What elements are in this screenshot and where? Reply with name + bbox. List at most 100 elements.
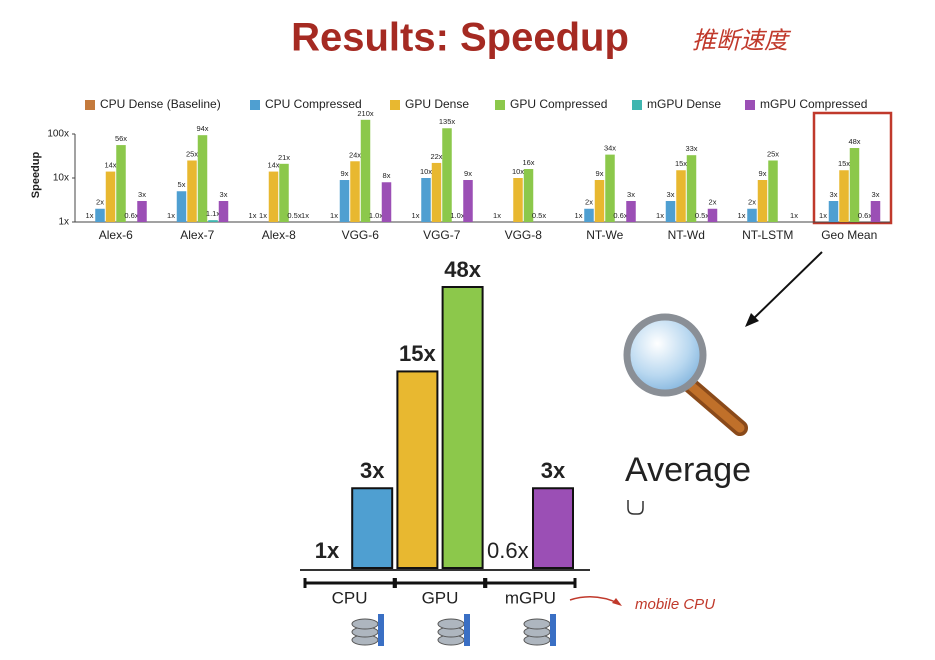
value-label: 0.5x — [695, 211, 709, 220]
zoom-label: Average — [625, 451, 751, 489]
bar — [279, 163, 289, 222]
bar — [849, 148, 860, 222]
value-label: 33x — [685, 144, 697, 153]
db-disk — [523, 618, 551, 630]
bar — [268, 171, 279, 222]
value-label: 1x — [412, 211, 420, 220]
bar — [839, 170, 849, 222]
value-label: 14x — [267, 161, 279, 170]
value-label: 3x — [138, 190, 146, 199]
x-tick-label: NT-LSTM — [742, 228, 793, 242]
highlight-box — [812, 111, 893, 225]
arrow-head — [745, 313, 759, 327]
value-label: 210x — [357, 109, 374, 118]
group-label: CPU — [332, 588, 368, 607]
legend-swatch — [390, 100, 400, 110]
x-tick-label: Alex-8 — [262, 228, 296, 242]
bar — [441, 286, 484, 569]
bar — [532, 487, 574, 569]
value-label: 9x — [464, 169, 472, 178]
bar — [747, 208, 757, 222]
db-disk — [437, 618, 465, 630]
legend-swatch — [745, 100, 755, 110]
value-label: 1x — [330, 211, 338, 220]
bar — [381, 182, 392, 222]
value-label: 21x — [278, 153, 290, 162]
bar — [676, 170, 686, 222]
value-label: 25x — [186, 149, 198, 158]
bar — [768, 160, 778, 222]
bar — [95, 208, 105, 222]
legend-swatch — [85, 100, 95, 110]
value-label: 0.5x — [532, 211, 546, 220]
value-label: 3x — [627, 190, 635, 199]
database-icons — [351, 614, 556, 646]
value-label: 3x — [541, 458, 566, 483]
value-label: 1x — [738, 211, 746, 220]
value-label: 1x — [790, 211, 798, 220]
value-label: 15x — [838, 159, 850, 168]
group-label: mGPU — [505, 588, 556, 607]
db-zip — [464, 614, 470, 646]
db-zip — [550, 614, 556, 646]
slide-title: Results: Speedup — [291, 16, 629, 60]
y-tick-label: 100x — [47, 129, 69, 140]
value-label: 0.6x — [858, 211, 872, 220]
bar — [594, 180, 605, 222]
value-label: 34x — [604, 144, 616, 153]
value-label: 1x — [249, 211, 257, 220]
value-label: 0.6x — [613, 211, 627, 220]
bar — [463, 180, 473, 222]
bar — [218, 201, 229, 222]
value-label: 1.0x — [450, 211, 464, 220]
bar — [197, 135, 208, 222]
x-tick-label: NT-Wd — [668, 228, 705, 242]
value-label: 94x — [196, 124, 208, 133]
y-tick-label: 1x — [58, 217, 69, 228]
value-label: 1x — [819, 211, 827, 220]
value-label: 3x — [830, 190, 838, 199]
mobile-note: mobile CPU — [635, 596, 715, 613]
value-label: 0.5x — [287, 211, 301, 220]
value-label: 1x — [167, 211, 175, 220]
value-label: 3x — [360, 458, 385, 483]
value-label: 0.6x — [487, 538, 529, 563]
value-label: 1x — [656, 211, 664, 220]
bar — [828, 201, 839, 222]
value-label: 15x — [675, 159, 687, 168]
bar — [584, 208, 594, 222]
legend-label: GPU Dense — [405, 97, 469, 111]
value-label: 3x — [872, 190, 880, 199]
db-disk — [351, 618, 379, 630]
value-label: 8x — [383, 171, 391, 180]
bar — [116, 145, 126, 222]
y-axis-label: Speedup — [30, 151, 42, 198]
value-label: 9x — [596, 169, 604, 178]
cursor-icon — [627, 500, 644, 515]
bar — [757, 180, 768, 222]
bar — [665, 201, 676, 222]
legend-label: mGPU Compressed — [760, 97, 867, 111]
zoom-arrow — [749, 251, 823, 323]
legend-label: GPU Compressed — [510, 97, 607, 111]
group-label: GPU — [422, 588, 459, 607]
x-tick-label: Geo Mean — [821, 228, 877, 242]
value-label: 1x — [493, 211, 501, 220]
bar — [105, 171, 116, 222]
x-tick-label: Alex-6 — [99, 228, 133, 242]
legend-label: CPU Dense (Baseline) — [100, 97, 221, 111]
handwritten-note: 推断速度 — [692, 27, 792, 54]
bar — [523, 169, 534, 222]
db-zip — [378, 614, 384, 646]
value-label: 1x — [575, 211, 583, 220]
y-tick-label: 10x — [53, 173, 69, 184]
value-label: 1x — [259, 211, 267, 220]
value-label: 1x — [315, 538, 340, 563]
bar — [870, 201, 881, 222]
bar — [208, 220, 218, 222]
bar — [360, 119, 371, 222]
bar — [137, 201, 147, 222]
value-label: 48x — [848, 137, 860, 146]
value-label: 9x — [341, 169, 349, 178]
